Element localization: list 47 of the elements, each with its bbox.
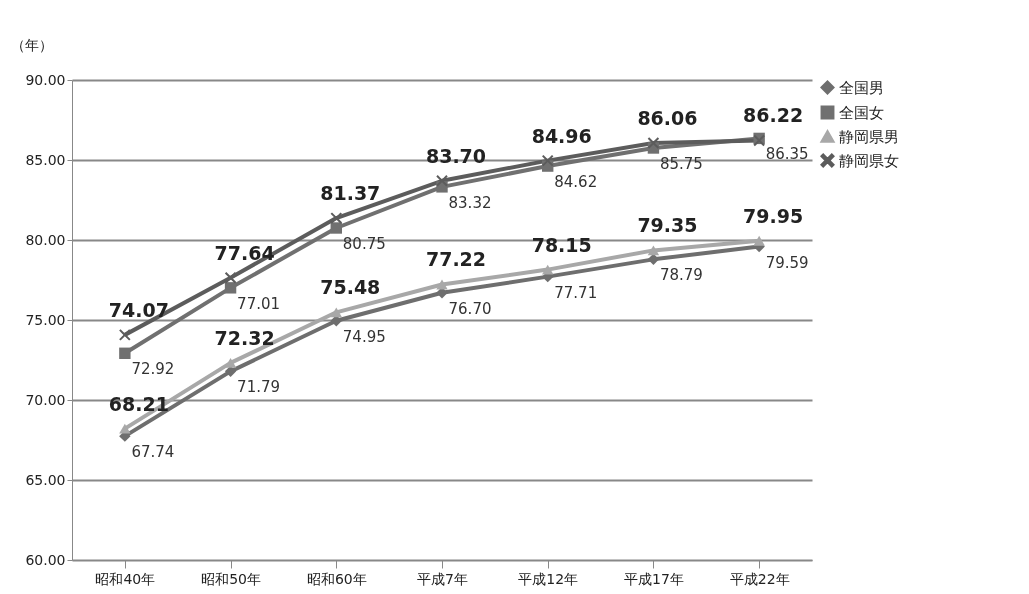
legend-label: 全国女 (839, 103, 884, 122)
data-label: 77.01 (237, 294, 281, 313)
data-label: 72.92 (131, 360, 175, 379)
data-label: 84.62 (554, 173, 598, 192)
data-label: 71.79 (237, 378, 281, 397)
data-label: 84.96 (531, 124, 592, 147)
legend-label: 全国男 (839, 78, 884, 97)
y-tick-label: 85.00 (25, 151, 66, 168)
data-label: 77.64 (214, 241, 275, 264)
data-label: 83.70 (425, 144, 487, 167)
data-label: 81.37 (320, 182, 381, 205)
data-label: 80.75 (342, 235, 386, 253)
data-label: 75.48 (320, 276, 381, 299)
legend-label: 静岡県男 (839, 127, 899, 146)
data-label: 77.71 (554, 283, 598, 302)
data-label: 72.32 (214, 326, 275, 349)
y-tick-label: 90.00 (25, 71, 66, 88)
data-label: 79.95 (743, 204, 804, 227)
data-label: 78.15 (531, 233, 592, 256)
y-tick-label: 70.00 (25, 391, 66, 408)
data-label: 67.74 (131, 443, 175, 462)
data-label: 86.35 (765, 145, 809, 164)
y-axis-title: （年） (10, 36, 53, 53)
data-label: 85.75 (659, 155, 703, 173)
data-label: 86.06 (637, 107, 698, 130)
legend-label: 静岡県女 (839, 151, 899, 170)
x-tick-label: 昭和50年 (201, 570, 261, 587)
y-tick-label: 80.00 (25, 231, 66, 248)
data-label: 79.59 (765, 253, 809, 272)
x-tick-label: 平成17年 (624, 570, 684, 587)
y-tick-label: 65.00 (25, 471, 66, 488)
data-label: 68.21 (108, 392, 169, 415)
data-label: 78.79 (659, 266, 703, 285)
data-label: 74.95 (342, 327, 386, 346)
x-tick-label: 平成7年 (417, 570, 468, 587)
y-tick-label: 75.00 (25, 311, 66, 328)
data-label: 83.32 (448, 193, 492, 212)
x-tick-label: 平成22年 (729, 570, 790, 587)
y-tick-label: 60.00 (25, 551, 66, 568)
x-tick-label: 昭和60年 (306, 570, 367, 587)
x-tick-label: 平成12年 (518, 570, 579, 587)
data-label: 74.07 (108, 298, 169, 321)
data-label: 76.70 (448, 299, 492, 318)
data-label: 86.22 (743, 104, 804, 127)
x-tick-label: 昭和40年 (95, 570, 156, 587)
data-label: 79.35 (637, 214, 698, 237)
data-label: 77.22 (425, 248, 487, 271)
